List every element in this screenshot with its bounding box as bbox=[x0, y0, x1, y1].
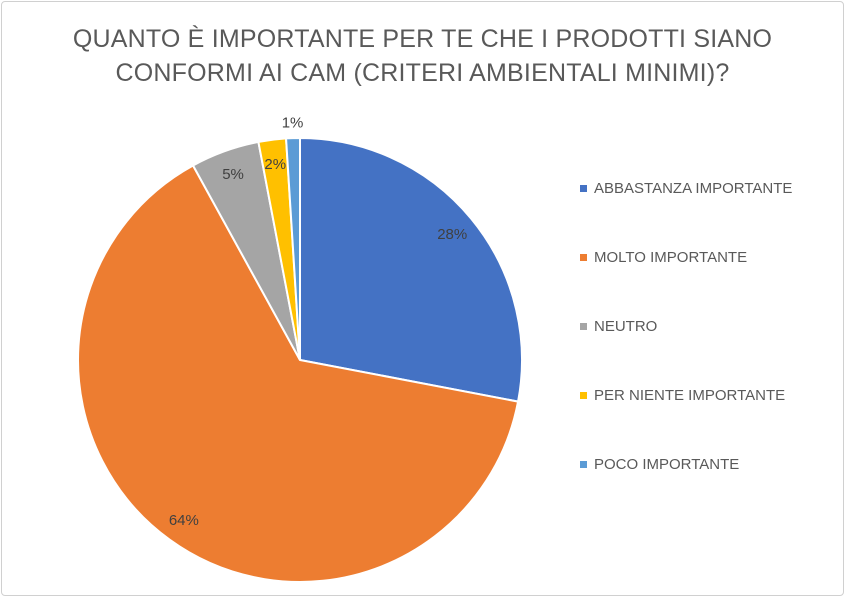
legend-swatch bbox=[580, 184, 587, 192]
legend-item: MOLTO IMPORTANTE bbox=[580, 249, 747, 266]
legend-swatch bbox=[580, 322, 587, 330]
legend-label: ABBASTANZA IMPORTANTE bbox=[594, 180, 793, 197]
legend-item: NEUTRO bbox=[580, 318, 657, 335]
pie-slice-2 bbox=[77, 164, 520, 583]
pie-slice-1 bbox=[299, 136, 523, 403]
legend-label: POCO IMPORTANTE bbox=[594, 456, 740, 473]
chart-title-line-2: CONFORMI AI CAM (CRITERI AMBIENTALI MINI… bbox=[115, 59, 730, 87]
legend-swatch bbox=[580, 391, 587, 399]
legend-item: POCO IMPORTANTE bbox=[580, 456, 739, 473]
legend-swatch bbox=[580, 253, 587, 261]
data-label-3: 5% bbox=[222, 166, 244, 183]
legend-label: MOLTO IMPORTANTE bbox=[594, 249, 748, 266]
legend-label: PER NIENTE IMPORTANTE bbox=[594, 387, 786, 404]
data-label-2: 64% bbox=[169, 512, 199, 529]
legend-item: PER NIENTE IMPORTANTE bbox=[580, 387, 785, 404]
pie-slice-5 bbox=[285, 136, 301, 361]
legend-swatch bbox=[580, 460, 587, 468]
chart-title-line-1: QUANTO È IMPORTANTE PER TE CHE I PRODOTT… bbox=[72, 25, 773, 53]
legend-item: ABBASTANZA IMPORTANTE bbox=[580, 180, 792, 197]
data-label-1: 28% bbox=[437, 226, 467, 243]
data-label-4: 2% bbox=[264, 156, 286, 173]
chart-title: QUANTO È IMPORTANTE PER TE CHE I PRODOTT… bbox=[0, 22, 845, 90]
legend-label: NEUTRO bbox=[594, 318, 658, 335]
data-label-5: 1% bbox=[282, 115, 304, 132]
